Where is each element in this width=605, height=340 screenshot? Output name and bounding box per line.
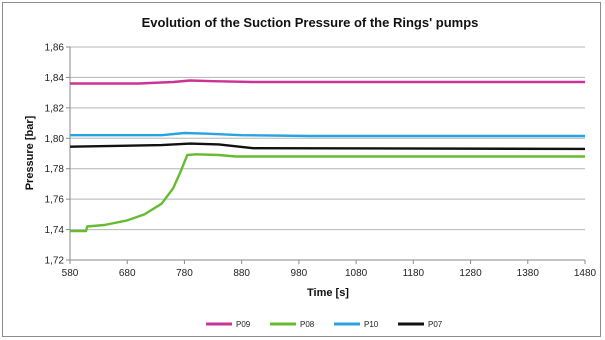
x-tick-label: 1280 [459,268,482,279]
y-tick-label: 1,80 [45,134,65,145]
y-tick-label: 1,78 [45,164,65,175]
y-tick-labels: 1,72 1,74 1,76 1,78 1,80 1,82 1,84 1,86 [45,43,70,267]
series-line-p10 [70,131,585,138]
x-axis-label: Time [s] [307,287,349,299]
chart-title: Evolution of the Suction Pressure of the… [142,15,479,30]
x-tick-label: 580 [62,268,79,279]
legend: P09 P08 P10 P07 [206,320,443,329]
legend-label-p08: P08 [300,320,315,329]
y-tick-label: 1,74 [45,225,65,236]
x-tick-label: 980 [291,268,308,279]
legend-label-p09: P09 [236,320,251,329]
y-tick-label: 1,72 [45,256,65,267]
x-tick-label: 1380 [517,268,540,279]
y-tick-label: 1,82 [45,103,65,114]
x-tick-label: 880 [233,268,250,279]
series-lines [69,79,586,233]
x-tick-label: 680 [119,268,136,279]
x-tick-labels: 580 680 780 880 980 1080 1180 1280 1380 1480 [62,260,597,279]
series-line-p07 [69,142,586,151]
legend-label-p10: P10 [364,320,379,329]
legend-label-p07: P07 [428,320,443,329]
gridlines [70,46,585,261]
x-tick-label: 1480 [574,268,597,279]
x-tick-label: 1180 [403,268,425,279]
x-tick-label: 1080 [345,268,368,279]
x-tick-label: 780 [176,268,193,279]
y-tick-label: 1,76 [45,195,65,206]
series-line-p09 [70,79,585,85]
axes [69,47,585,261]
y-axis-label: Pressure [bar] [24,115,36,190]
y-tick-label: 1,86 [45,43,65,54]
y-tick-label: 1,84 [45,73,65,84]
chart-frame [2,2,601,337]
series-line-p08 [70,153,585,233]
